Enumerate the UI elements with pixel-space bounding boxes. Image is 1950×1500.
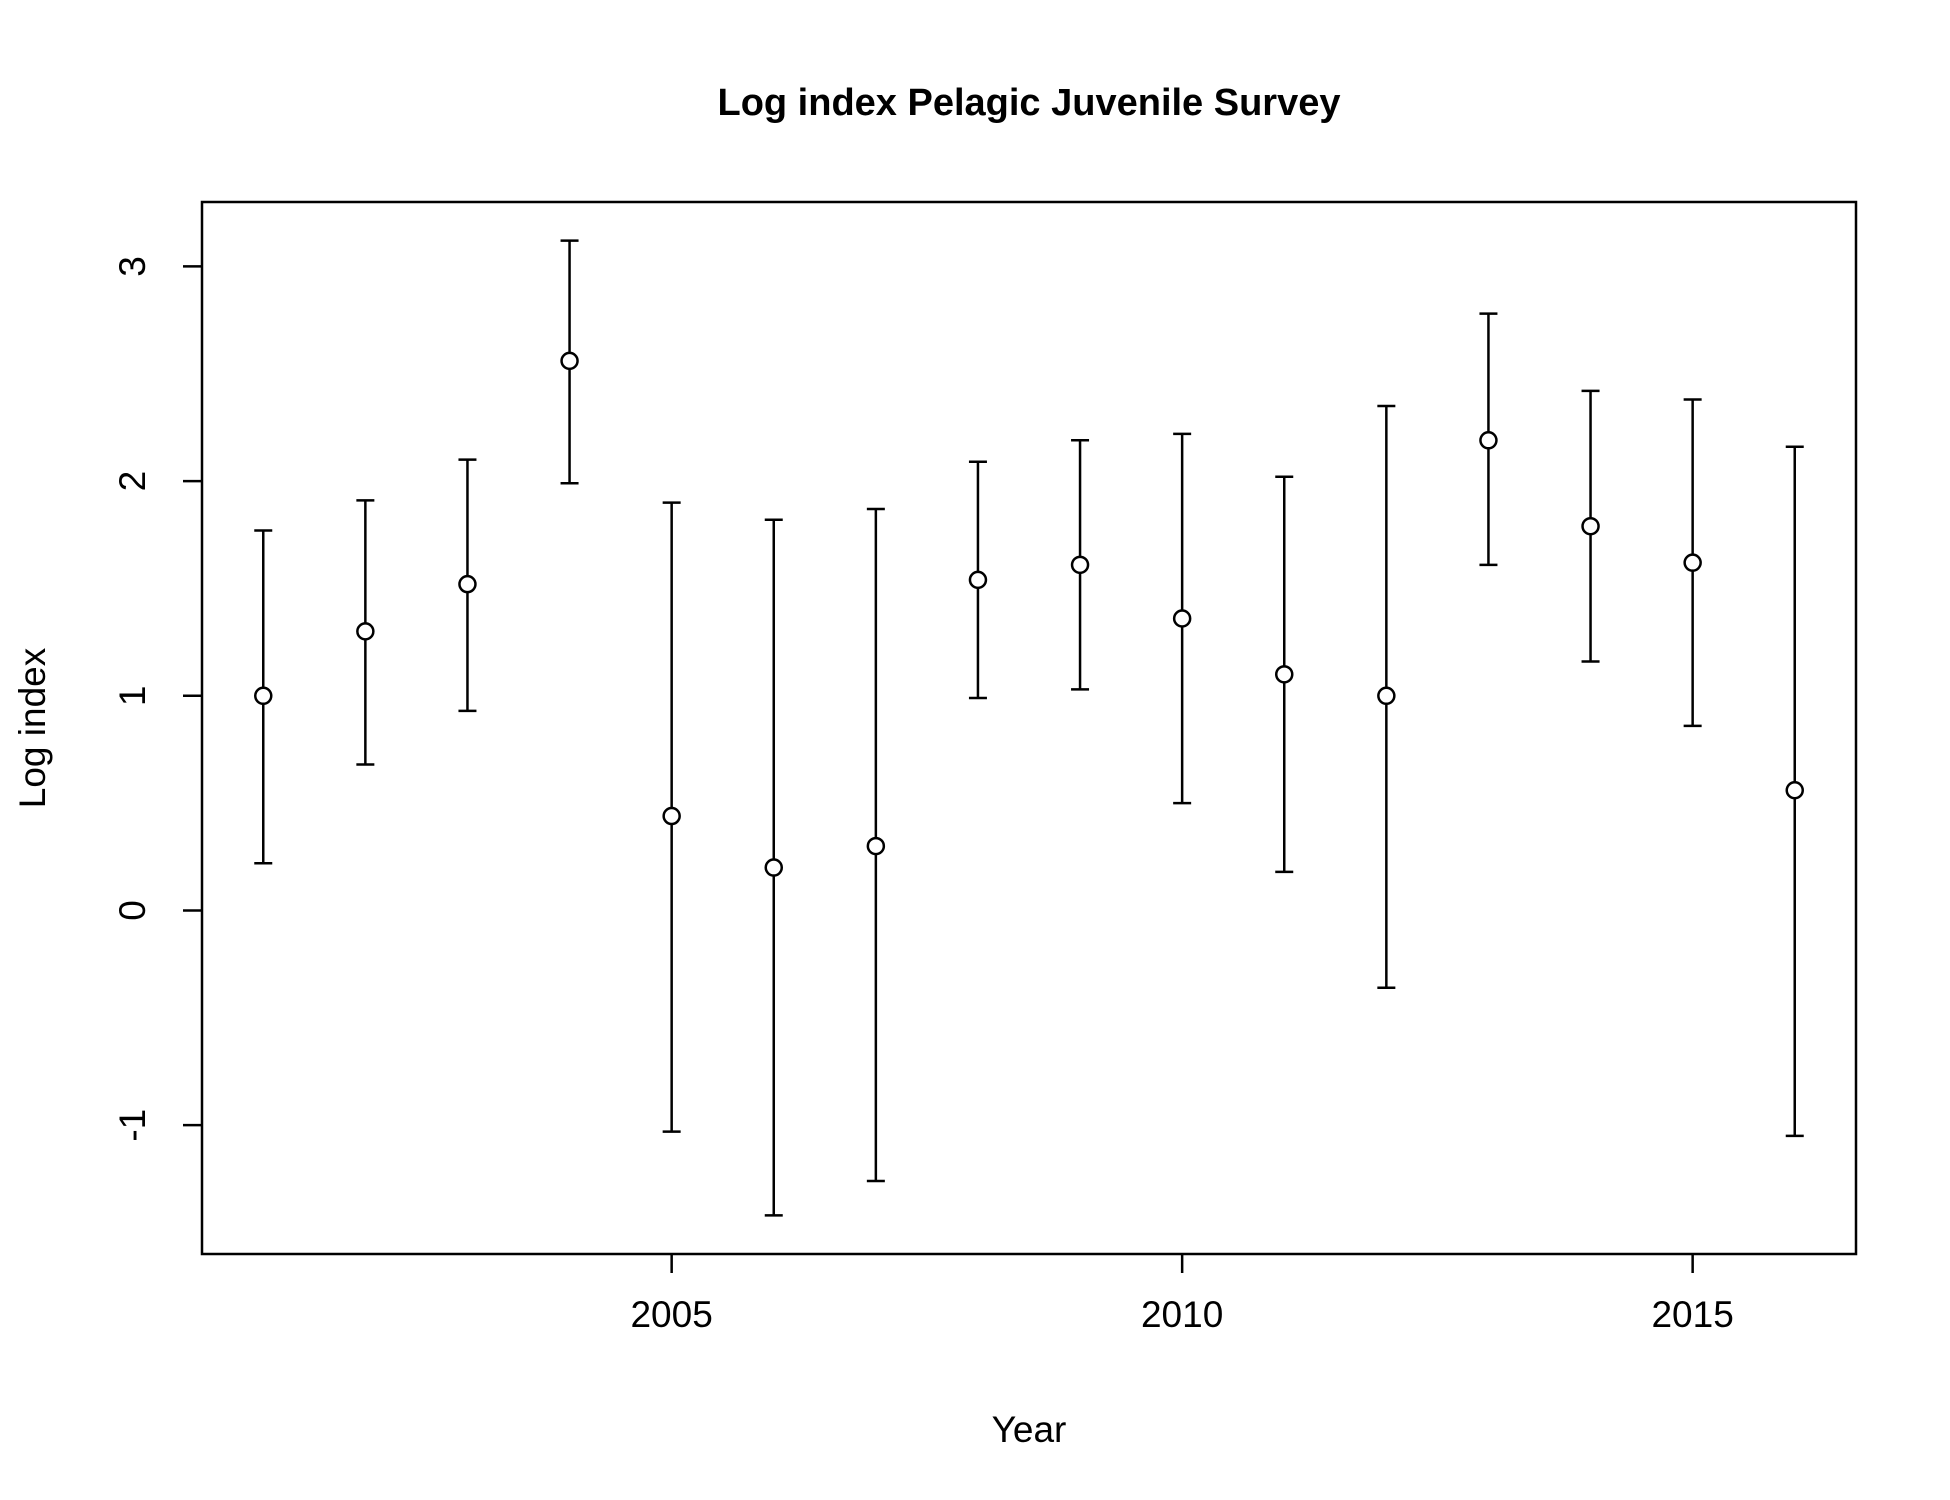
data-point: [968, 570, 988, 590]
plot-frame: [200, 200, 1858, 1256]
y-tick-label: 0: [112, 900, 153, 921]
y-tick-label: 2: [112, 471, 153, 492]
data-point: [560, 351, 579, 371]
data-point: [1377, 686, 1396, 706]
x-axis-label: Year: [992, 1409, 1067, 1450]
y-tick-label: 3: [112, 256, 153, 277]
data-point: [764, 858, 784, 877]
y-axis: -1 0 1 2 3: [112, 256, 202, 1142]
data-point: [1479, 431, 1498, 450]
x-tick-label: 2015: [1651, 1294, 1733, 1335]
data-point: [458, 574, 477, 594]
data-point: [1581, 516, 1600, 536]
plot-area: 2005 2010 2015 -1 0 1 2 3: [112, 200, 1858, 1335]
data-point: [1070, 555, 1090, 575]
chart-title: Log index Pelagic Juvenile Survey: [717, 82, 1340, 124]
data-point: [254, 686, 273, 706]
data-point: [356, 622, 375, 641]
data-point: [1172, 609, 1192, 628]
x-tick-label: 2010: [1141, 1294, 1223, 1335]
data-point: [1785, 781, 1804, 800]
data-points: [254, 351, 1804, 877]
data-point: [866, 836, 886, 856]
y-tick-label: -1: [112, 1109, 153, 1142]
y-axis-label: Log index: [12, 647, 53, 808]
y-tick-label: 1: [112, 686, 153, 707]
data-point: [1683, 553, 1702, 572]
x-tick-label: 2005: [630, 1294, 712, 1335]
data-point: [662, 806, 681, 826]
data-point: [1274, 665, 1294, 684]
x-axis: 2005 2010 2015: [630, 1254, 1734, 1335]
